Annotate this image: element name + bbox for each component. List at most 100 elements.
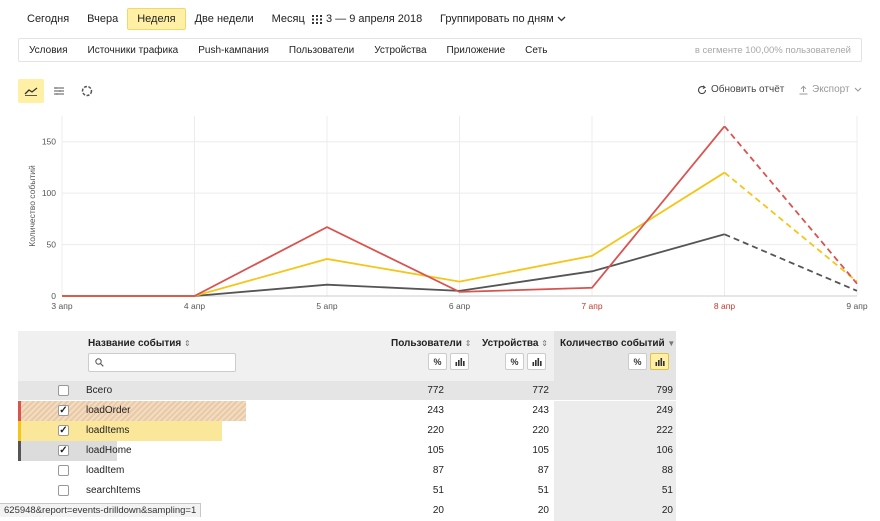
row-share-fill xyxy=(21,421,222,441)
group-by-select[interactable]: Группировать по дням xyxy=(440,8,566,30)
events-cell-bg xyxy=(554,461,676,481)
segment-application[interactable]: Приложение xyxy=(446,44,506,56)
table-row[interactable]: ✓ loadHome 105 105 106 xyxy=(18,441,676,461)
line-chart-toggle[interactable] xyxy=(18,79,44,103)
segment-network[interactable]: Сеть xyxy=(525,44,548,56)
row-share-fill xyxy=(21,441,117,461)
stacked-chart-toggle[interactable] xyxy=(46,79,72,103)
x-tick-label: 6 апр xyxy=(449,301,470,311)
users-percent-button[interactable]: % xyxy=(428,353,447,370)
table-row[interactable]: ✓ loadOrder 243 243 249 xyxy=(18,401,676,421)
devices-value: 20 xyxy=(537,505,549,516)
segment-push-campaign[interactable]: Push-кампания xyxy=(198,44,269,56)
events-table: Название события ⇕ Пользователи ⇕ Устрой… xyxy=(18,331,676,521)
status-bar-url: 625948&report=events-drilldown&sampling=… xyxy=(0,503,202,517)
row-checkbox[interactable]: ✓ xyxy=(58,425,69,436)
segment-conditions[interactable]: Условия xyxy=(29,44,68,56)
events-cell-bg xyxy=(554,501,676,521)
row-checkbox[interactable] xyxy=(58,465,69,476)
y-tick-label: 100 xyxy=(42,188,56,198)
row-checkbox[interactable] xyxy=(58,385,69,396)
events-percent-button[interactable]: % xyxy=(628,353,647,370)
date-range-picker[interactable]: 3 — 9 апреля 2018 xyxy=(312,8,422,30)
events-line-chart: 0 50 100 150 3 апр 4 апр 5 апр 6 апр 7 апр 8 апр 9… xyxy=(27,116,868,311)
y-tick-label: 150 xyxy=(42,137,56,147)
segment-devices[interactable]: Устройства xyxy=(374,44,427,56)
devices-value: 51 xyxy=(537,485,549,496)
devices-value: 87 xyxy=(537,465,549,476)
events-value: 106 xyxy=(656,445,673,456)
users-value: 772 xyxy=(427,385,444,396)
segment-users[interactable]: Пользователи xyxy=(288,44,355,56)
pie-chart-icon xyxy=(81,85,93,97)
bar-chart-icon xyxy=(532,358,542,366)
x-tick-label: 3 апр xyxy=(51,301,72,311)
pie-chart-toggle[interactable] xyxy=(74,79,100,103)
events-cell-bg xyxy=(554,481,676,501)
users-value: 105 xyxy=(427,445,444,456)
column-header-users[interactable]: Пользователи ⇕ xyxy=(391,338,471,349)
events-value: 249 xyxy=(656,405,673,416)
group-by-label: Группировать по дням xyxy=(440,13,554,25)
row-color-indicator xyxy=(18,401,21,421)
segment-bar: Условия Источники трафика Push-кампания … xyxy=(18,38,862,62)
column-header-devices[interactable]: Устройства ⇕ xyxy=(482,338,548,349)
devices-value: 105 xyxy=(532,445,549,456)
event-name: loadHome xyxy=(86,445,132,456)
devices-percent-button[interactable]: % xyxy=(505,353,524,370)
export-button[interactable]: Экспорт xyxy=(799,84,862,95)
x-tick-label: 7 апр xyxy=(581,301,602,311)
column-header-events[interactable]: Количество событий ▼ xyxy=(560,338,675,349)
period-today-button[interactable]: Сегодня xyxy=(27,13,70,25)
table-body: Всего 772 772 799 ✓ loadOrder 243 243 249 ✓ loadIt… xyxy=(18,381,676,521)
column-header-name[interactable]: Название события ⇕ xyxy=(88,338,191,349)
devices-value: 220 xyxy=(532,425,549,436)
y-axis-label: Количество событий xyxy=(27,165,37,247)
devices-bar-button[interactable] xyxy=(527,353,546,370)
events-bar-button[interactable] xyxy=(650,353,669,370)
sort-icon: ⇕ xyxy=(184,339,191,348)
y-tick-label: 0 xyxy=(51,291,56,301)
period-yesterday-button[interactable]: Вчера xyxy=(87,13,119,25)
segment-traffic-sources[interactable]: Источники трафика xyxy=(87,44,179,56)
row-color-indicator xyxy=(18,421,21,441)
row-checkbox[interactable]: ✓ xyxy=(58,445,69,456)
row-share-fill xyxy=(21,401,246,421)
column-header-events-label: Количество событий xyxy=(560,338,665,349)
users-bar-button[interactable] xyxy=(450,353,469,370)
period-week-button[interactable]: Неделя xyxy=(127,8,186,30)
period-two-weeks-button[interactable]: Две недели xyxy=(194,13,254,25)
users-value: 87 xyxy=(432,465,444,476)
sort-icon: ⇕ xyxy=(541,339,548,348)
row-checkbox[interactable] xyxy=(58,485,69,496)
events-cell-bg xyxy=(554,421,676,441)
table-row[interactable]: ✓ loadItems 220 220 222 xyxy=(18,421,676,441)
period-month-button[interactable]: Месяц xyxy=(271,13,305,25)
bar-chart-icon xyxy=(655,358,665,366)
event-name: loadItem xyxy=(86,465,125,476)
table-row[interactable]: loadItem 87 87 88 xyxy=(18,461,676,481)
column-header-name-label: Название события xyxy=(88,338,182,349)
table-row[interactable]: searchItems 51 51 51 xyxy=(18,481,676,501)
table-row-total[interactable]: Всего 772 772 799 xyxy=(18,381,676,401)
series-line-partial-loadItems xyxy=(723,171,858,283)
row-color-indicator xyxy=(18,441,21,461)
chevron-down-icon xyxy=(854,87,861,92)
series-line-loadOrder xyxy=(62,125,726,297)
export-label: Экспорт xyxy=(812,84,850,95)
event-search-input[interactable] xyxy=(88,353,236,372)
events-value: 88 xyxy=(661,465,673,476)
column-header-users-label: Пользователи xyxy=(391,338,462,349)
row-checkbox[interactable]: ✓ xyxy=(58,405,69,416)
series-line-loadItems xyxy=(62,171,725,297)
upload-icon xyxy=(799,85,808,94)
x-tick-label: 8 апр xyxy=(714,301,735,311)
refresh-report-label: Обновить отчёт xyxy=(711,84,785,95)
events-value: 799 xyxy=(656,385,673,396)
refresh-report-button[interactable]: Обновить отчёт xyxy=(697,84,784,95)
period-selector: Сегодня Вчера Неделя Две недели Месяц xyxy=(18,8,314,30)
events-cell-bg xyxy=(554,441,676,461)
event-name: loadOrder xyxy=(86,405,131,416)
segment-share: в сегменте 100,00% пользователей xyxy=(694,44,851,56)
event-name: searchItems xyxy=(86,485,141,496)
